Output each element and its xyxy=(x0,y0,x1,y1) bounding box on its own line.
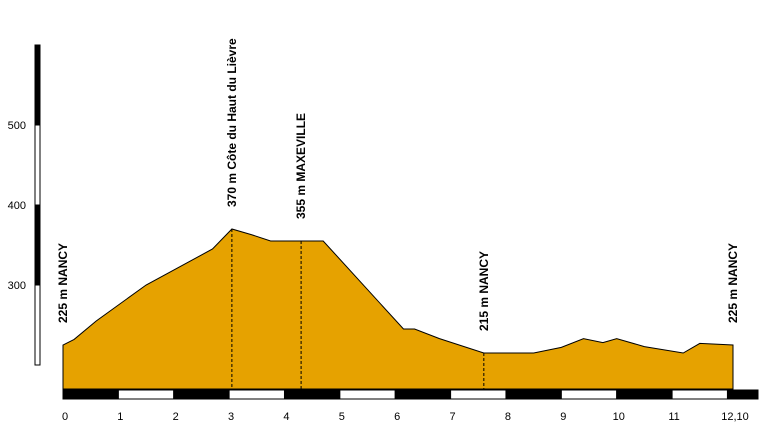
y-scale-segment xyxy=(34,284,41,366)
x-tick-label: 6 xyxy=(394,411,400,423)
elevation-area xyxy=(62,228,734,390)
x-scale-segment xyxy=(726,389,759,400)
x-tick-label: 2 xyxy=(173,411,179,423)
x-tick-label: 5 xyxy=(339,411,345,423)
x-tick-label: 1 xyxy=(117,411,123,423)
marker-lines xyxy=(231,229,485,389)
x-axis-scale-bar xyxy=(62,389,759,400)
x-tick-label: 11 xyxy=(668,411,679,423)
x-tick-label: 12,10 xyxy=(721,411,749,423)
y-scale-segment xyxy=(34,44,41,126)
x-tick-label: 7 xyxy=(450,411,456,423)
y-scale-segment xyxy=(34,204,41,286)
x-tick-label: 3 xyxy=(228,411,234,423)
x-scale-segment xyxy=(450,389,507,400)
x-axis-ticks: 0 1 2 3 4 5 6 7 8 9 10 11 12,10 xyxy=(62,411,749,423)
y-tick-label: 300 xyxy=(8,280,26,292)
x-scale-segment xyxy=(173,389,230,400)
y-tick-label: 500 xyxy=(8,120,26,132)
x-scale-segment xyxy=(117,389,175,400)
y-axis-scale-bar xyxy=(34,44,41,366)
point-label: 215 m NANCY xyxy=(477,251,491,331)
y-scale-segment xyxy=(34,124,41,206)
y-axis-ticks: 300 400 500 xyxy=(8,120,26,292)
point-label: 225 m NANCY xyxy=(726,243,740,323)
x-scale-segment xyxy=(228,389,285,400)
x-tick-label: 9 xyxy=(560,411,566,423)
point-label: 370 m Côte du Haut du Lièvre xyxy=(225,38,239,207)
x-tick-label: 8 xyxy=(505,411,511,423)
x-scale-segment xyxy=(62,389,119,400)
x-scale-segment xyxy=(560,389,618,400)
x-scale-segment xyxy=(505,389,562,400)
point-label: 355 m MAXEVILLE xyxy=(294,113,308,219)
x-scale-segment xyxy=(283,389,341,400)
x-tick-label: 10 xyxy=(613,411,625,423)
point-label: 225 m NANCY xyxy=(56,243,70,323)
point-labels: 225 m NANCY 370 m Côte du Haut du Lièvre 3… xyxy=(56,38,740,331)
x-tick-label: 4 xyxy=(283,411,289,423)
x-tick-label: 0 xyxy=(62,411,68,423)
x-scale-segment xyxy=(616,389,673,400)
x-scale-segment xyxy=(671,389,728,400)
y-tick-label: 400 xyxy=(8,200,26,212)
x-scale-segment xyxy=(394,389,452,400)
x-scale-segment xyxy=(339,389,396,400)
